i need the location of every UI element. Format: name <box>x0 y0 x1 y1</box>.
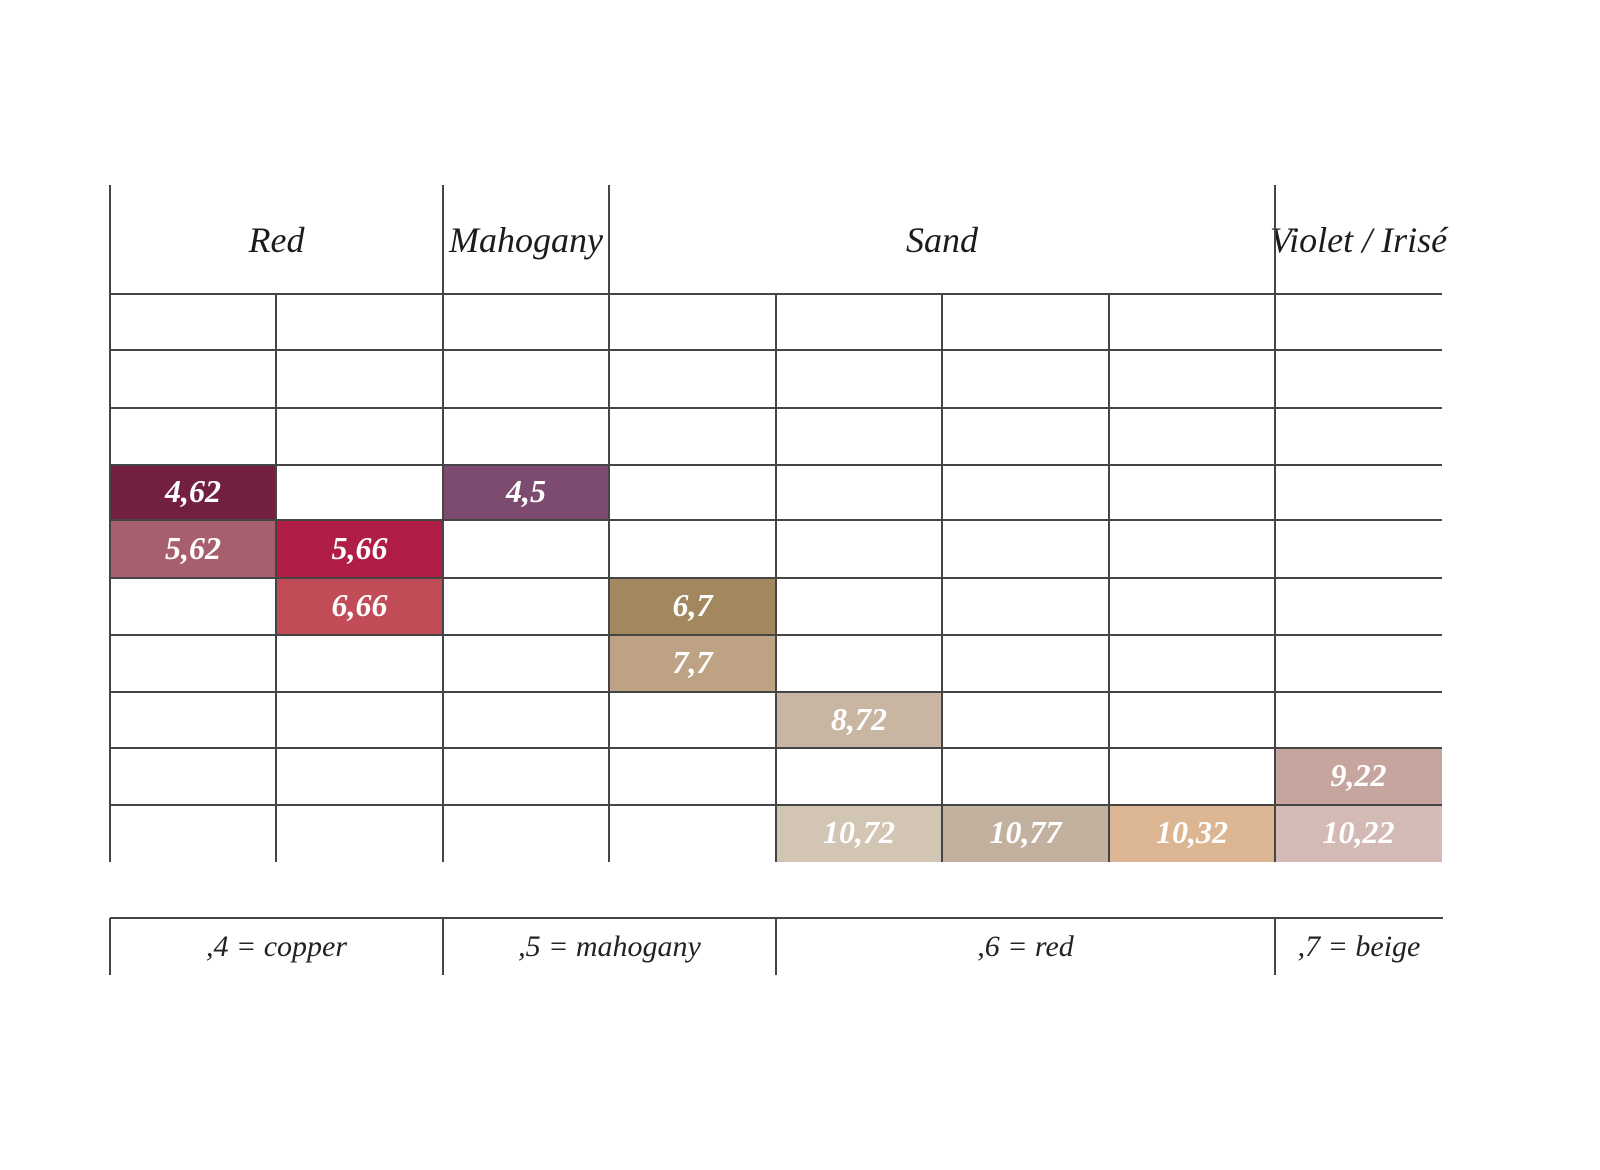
legend-top-line <box>110 917 1443 919</box>
grid-horizontal-line <box>110 464 1442 466</box>
header-vertical-line <box>608 185 610 294</box>
legend-vertical-line <box>775 918 777 975</box>
grid-horizontal-line <box>110 577 1442 579</box>
shade-cell-10-22: 10,22 <box>1275 805 1442 862</box>
grid-horizontal-line <box>110 519 1442 521</box>
grid-horizontal-line <box>110 293 1442 295</box>
shade-cell-6-66: 6,66 <box>276 578 443 635</box>
header-vertical-line <box>442 185 444 294</box>
legend-item-beige: ,7 = beige <box>1297 929 1421 963</box>
legend-item-red: ,6 = red <box>977 929 1074 963</box>
header-group-red: Red <box>248 219 305 260</box>
header-group-violet-irise: Violet / Irisé <box>1269 219 1448 260</box>
header-vertical-line <box>109 185 111 294</box>
legend-item-copper: ,4 = copper <box>205 929 348 963</box>
grid-horizontal-line <box>110 747 1442 749</box>
grid-horizontal-line <box>110 349 1442 351</box>
legend-vertical-line <box>442 918 444 975</box>
grid-horizontal-line <box>110 634 1442 636</box>
shade-cell-10-32: 10,32 <box>1109 805 1275 862</box>
shade-cell-5-62: 5,62 <box>110 520 276 578</box>
shade-cell-4-62: 4,62 <box>110 465 276 520</box>
grid-horizontal-line <box>110 407 1442 409</box>
legend-vertical-line <box>1274 918 1276 975</box>
grid-horizontal-line <box>110 691 1442 693</box>
header-group-mahogany: Mahogany <box>449 219 603 260</box>
shade-cell-9-22: 9,22 <box>1275 748 1442 805</box>
shade-cell-4-5: 4,5 <box>443 465 609 520</box>
grid-vertical-line <box>109 294 111 862</box>
legend-vertical-line <box>109 918 111 975</box>
grid-horizontal-line <box>110 804 1442 806</box>
header-group-sand: Sand <box>906 219 978 260</box>
shade-cell-6-7: 6,7 <box>609 578 776 635</box>
shade-cell-10-77: 10,77 <box>942 805 1109 862</box>
header-vertical-line <box>1274 185 1276 294</box>
shade-cell-7-7: 7,7 <box>609 635 776 692</box>
shade-cell-10-72: 10,72 <box>776 805 942 862</box>
shade-cell-5-66: 5,66 <box>276 520 443 578</box>
shade-cell-8-72: 8,72 <box>776 692 942 748</box>
legend-item-mahogany: ,5 = mahogany <box>518 929 701 963</box>
